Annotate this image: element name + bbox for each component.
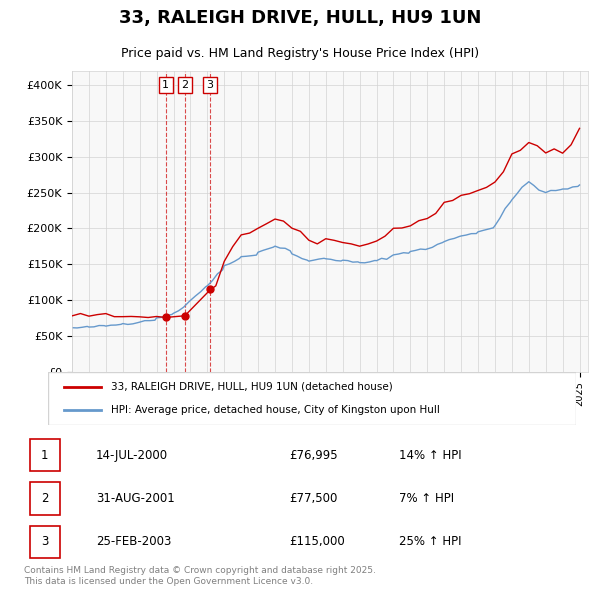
Text: 31-AUG-2001: 31-AUG-2001 (96, 492, 175, 505)
Text: 3: 3 (41, 536, 48, 549)
Text: HPI: Average price, detached house, City of Kingston upon Hull: HPI: Average price, detached house, City… (112, 405, 440, 415)
Text: 25% ↑ HPI: 25% ↑ HPI (400, 536, 462, 549)
Text: 2: 2 (181, 80, 188, 90)
Text: 1: 1 (41, 448, 48, 461)
Text: 14-JUL-2000: 14-JUL-2000 (96, 448, 168, 461)
Text: 1: 1 (162, 80, 169, 90)
FancyBboxPatch shape (29, 526, 60, 558)
Text: Price paid vs. HM Land Registry's House Price Index (HPI): Price paid vs. HM Land Registry's House … (121, 47, 479, 60)
Text: 2: 2 (41, 492, 48, 505)
Text: 33, RALEIGH DRIVE, HULL, HU9 1UN: 33, RALEIGH DRIVE, HULL, HU9 1UN (119, 9, 481, 27)
FancyBboxPatch shape (48, 372, 576, 425)
Text: £115,000: £115,000 (289, 536, 345, 549)
Text: Contains HM Land Registry data © Crown copyright and database right 2025.
This d: Contains HM Land Registry data © Crown c… (24, 566, 376, 586)
Text: 33, RALEIGH DRIVE, HULL, HU9 1UN (detached house): 33, RALEIGH DRIVE, HULL, HU9 1UN (detach… (112, 382, 393, 392)
FancyBboxPatch shape (29, 439, 60, 471)
Text: 14% ↑ HPI: 14% ↑ HPI (400, 448, 462, 461)
Text: 7% ↑ HPI: 7% ↑ HPI (400, 492, 454, 505)
Text: £77,500: £77,500 (289, 492, 337, 505)
Text: 25-FEB-2003: 25-FEB-2003 (96, 536, 171, 549)
Text: £76,995: £76,995 (289, 448, 338, 461)
FancyBboxPatch shape (29, 482, 60, 515)
Text: 3: 3 (206, 80, 214, 90)
